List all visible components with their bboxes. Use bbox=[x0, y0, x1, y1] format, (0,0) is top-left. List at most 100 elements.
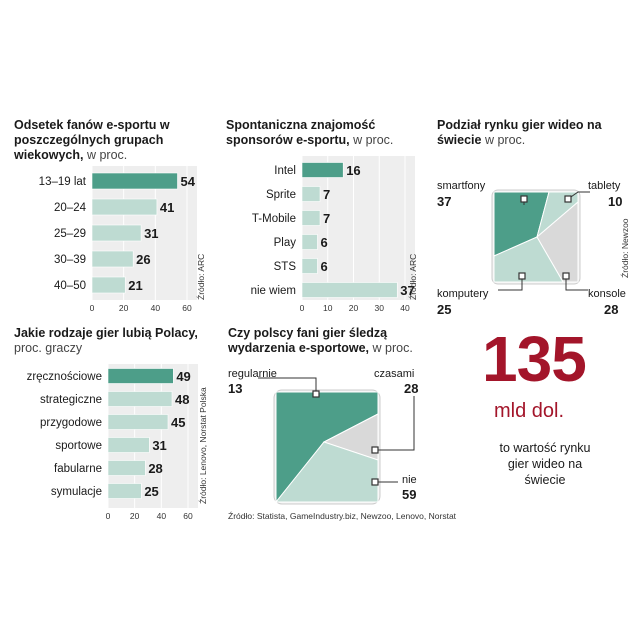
genres-value-1: 48 bbox=[175, 392, 189, 407]
genres-category-4: fabularne bbox=[54, 463, 102, 475]
highlight-note-line-1: to wartość rynku bbox=[499, 441, 591, 455]
age-category-2: 25–29 bbox=[54, 228, 86, 240]
sponsors-value-1: 7 bbox=[323, 187, 330, 202]
genres-value-0: 49 bbox=[176, 369, 190, 384]
genres-bar-3 bbox=[107, 437, 150, 453]
age-value-0: 54 bbox=[181, 174, 196, 189]
sponsors-category-5: nie wiem bbox=[251, 285, 296, 297]
genres-value-2: 45 bbox=[171, 415, 185, 430]
age-tick-2: 40 bbox=[151, 303, 161, 313]
sponsors-bar-2 bbox=[301, 210, 321, 226]
age-category-4: 40–50 bbox=[54, 280, 86, 292]
market-marker-tablety bbox=[564, 195, 572, 203]
follow-value-czasami: 28 bbox=[404, 381, 419, 396]
genres-category-1: strategiczne bbox=[40, 394, 102, 406]
follow-label-nie: nie bbox=[402, 474, 417, 486]
sponsors-panel bbox=[302, 156, 415, 300]
market-label-smartfony: smartfony bbox=[437, 180, 486, 192]
market-chart-title-unit: w proc. bbox=[484, 133, 526, 147]
highlight-note: to wartość rynku gier wideo na świecie bbox=[470, 440, 620, 488]
market-value-tablety: 10 bbox=[608, 194, 623, 209]
age-bar-4 bbox=[91, 276, 126, 294]
follow-square-pie bbox=[258, 377, 415, 505]
age-tick-3: 60 bbox=[182, 303, 192, 313]
market-chart-title-bold: Podział rynku gier wideo na świecie bbox=[437, 118, 602, 147]
highlight-unit: mld dol. bbox=[494, 400, 565, 422]
age-tick-1: 20 bbox=[119, 303, 129, 313]
sponsors-tick-0: 0 bbox=[300, 303, 305, 313]
genres-chart-title-bold: Jakie rodzaje gier lubią Polacy, bbox=[14, 326, 198, 340]
sponsors-bar-0 bbox=[301, 162, 344, 178]
follow-value-nie: 59 bbox=[402, 487, 417, 502]
market-value-komputery: 25 bbox=[437, 302, 452, 317]
age-bar-3 bbox=[91, 250, 134, 268]
sponsors-chart-title: Spontaniczna znajomość sponsorów e-sport… bbox=[226, 118, 406, 148]
age-chart-title-bold: Odsetek fanów e-sportu w poszczególnych … bbox=[14, 118, 170, 162]
genres-bar-2 bbox=[107, 414, 169, 430]
sponsors-chart-title-bold: Spontaniczna znajomość sponsorów e-sport… bbox=[226, 118, 376, 147]
market-value-konsole: 28 bbox=[604, 302, 619, 317]
genres-chart-title-unit: proc. graczy bbox=[14, 341, 83, 355]
sponsors-category-4: STS bbox=[274, 261, 297, 273]
sponsors-value-3: 6 bbox=[320, 235, 327, 250]
sponsors-category-3: Play bbox=[274, 237, 297, 249]
highlight-number: 135 bbox=[482, 323, 587, 395]
market-value-smartfony: 37 bbox=[437, 194, 452, 209]
age-chart-source: Źródło: ARC bbox=[196, 253, 206, 300]
market-leader-komputery bbox=[498, 276, 523, 291]
genres-bar-0 bbox=[107, 368, 174, 384]
genres-value-5: 25 bbox=[144, 484, 158, 499]
market-label-tablety: tablety bbox=[588, 180, 621, 192]
age-chart-title-unit: w proc. bbox=[86, 148, 128, 162]
follow-marker-regularnie bbox=[312, 390, 320, 398]
sponsors-value-2: 7 bbox=[323, 211, 330, 226]
genres-category-5: symulacje bbox=[51, 486, 102, 498]
follow-chart-source: Źródło: Statista, GameIndustry.biz, Newz… bbox=[228, 511, 457, 521]
genres-chart-source: Źródło: Lenovo, Norstat Polska bbox=[198, 387, 208, 504]
genres-category-3: sportowe bbox=[55, 440, 102, 452]
age-category-3: 30–39 bbox=[54, 254, 86, 266]
genres-bar-5 bbox=[107, 483, 142, 499]
sponsors-category-0: Intel bbox=[274, 165, 296, 177]
sponsors-value-5: 37 bbox=[400, 283, 414, 298]
age-value-4: 21 bbox=[128, 278, 142, 293]
genres-bar-1 bbox=[107, 391, 173, 407]
follow-leader-czasami bbox=[375, 396, 415, 451]
age-bar-2 bbox=[91, 224, 142, 242]
genres-tick-0: 0 bbox=[106, 511, 111, 521]
sponsors-category-1: Sprite bbox=[266, 189, 296, 201]
follow-chart-title-unit: w proc. bbox=[372, 341, 413, 355]
age-category-1: 20–24 bbox=[54, 202, 87, 214]
genres-tick-2: 40 bbox=[157, 511, 167, 521]
market-chart-title: Podział rynku gier wideo na świecie w pr… bbox=[437, 118, 617, 148]
genres-tick-3: 60 bbox=[183, 511, 193, 521]
market-label-komputery: komputery bbox=[437, 288, 489, 300]
age-bar-1 bbox=[91, 198, 158, 216]
highlight-note-line-3: świecie bbox=[524, 473, 566, 487]
follow-value-regularnie: 13 bbox=[228, 381, 243, 396]
genres-bar-4 bbox=[107, 460, 146, 476]
age-bar-0 bbox=[91, 172, 178, 190]
sponsors-value-4: 6 bbox=[320, 259, 327, 274]
age-bar-chart: 0 20 40 60 13–19 lat 54 20–24 41 25–29 31 30–39 26 4… bbox=[39, 166, 197, 313]
follow-chart-title: Czy polscy fani gier śledzą wydarzenia e… bbox=[228, 326, 428, 356]
market-chart-source: Źródło: Newzoo bbox=[620, 218, 630, 278]
sponsors-bar-4 bbox=[301, 258, 318, 274]
market-leader-konsole bbox=[565, 276, 588, 291]
sponsors-tick-2: 20 bbox=[349, 303, 359, 313]
follow-chart-title-bold: Czy polscy fani gier śledzą wydarzenia e… bbox=[228, 326, 388, 355]
sponsors-bar-1 bbox=[301, 186, 321, 202]
sponsors-bar-5 bbox=[301, 282, 398, 298]
genres-category-2: przygodowe bbox=[40, 417, 102, 429]
market-slice-komputery bbox=[493, 236, 564, 283]
market-marker-komputery bbox=[518, 272, 526, 280]
genres-bar-chart: 0 20 40 60 zręcznościowe 49 strategiczne 48 przy… bbox=[27, 364, 198, 521]
highlight-note-line-2: gier wideo na bbox=[507, 457, 583, 471]
genres-value-4: 28 bbox=[148, 461, 162, 476]
sponsors-tick-4: 40 bbox=[400, 303, 410, 313]
sponsors-category-2: T-Mobile bbox=[252, 213, 296, 225]
age-value-1: 41 bbox=[160, 200, 174, 215]
age-value-2: 31 bbox=[144, 226, 158, 241]
genres-value-3: 31 bbox=[152, 438, 166, 453]
